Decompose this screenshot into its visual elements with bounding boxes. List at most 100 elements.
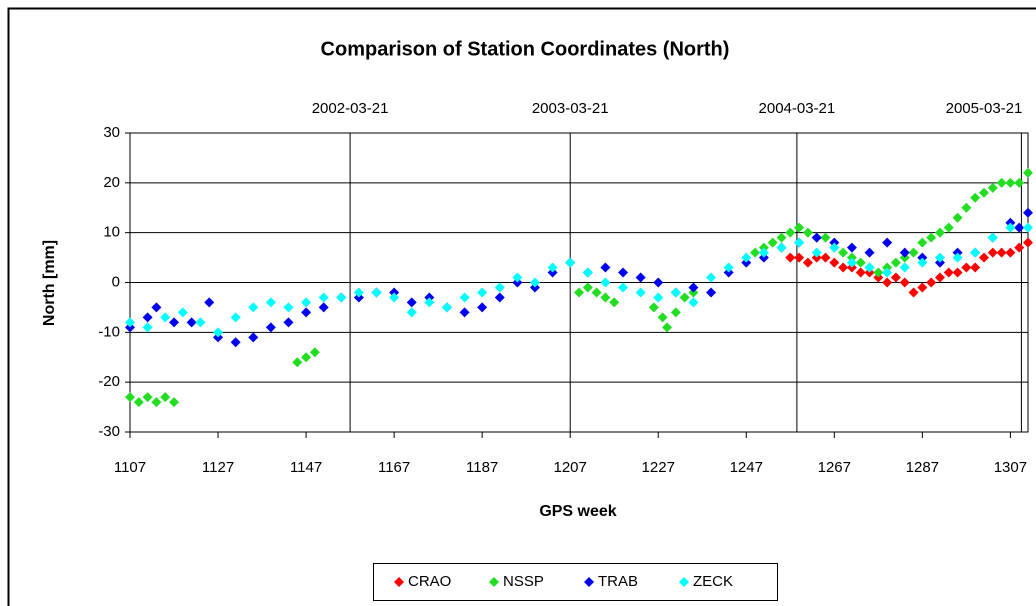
point	[565, 257, 576, 268]
point	[477, 302, 488, 313]
point	[952, 212, 963, 223]
point	[1014, 242, 1025, 253]
point	[618, 282, 629, 293]
point	[899, 247, 910, 258]
y-tick-label: -10	[98, 323, 120, 340]
y-tick-label: 30	[103, 124, 120, 141]
point	[926, 232, 937, 243]
point	[864, 247, 875, 258]
point	[794, 222, 805, 233]
y-tick-label: 20	[103, 174, 120, 191]
legend-label: CRAO	[408, 573, 451, 590]
y-tick-label: 0	[112, 273, 120, 290]
point	[970, 192, 981, 203]
point	[653, 292, 664, 303]
point	[855, 267, 866, 278]
point	[283, 302, 294, 313]
point	[459, 307, 470, 318]
point	[151, 397, 162, 408]
point	[301, 297, 312, 308]
x-tick-label: 1147	[290, 459, 322, 476]
point	[987, 232, 998, 243]
point	[169, 397, 180, 408]
x2-tick-label: 2002-03-21	[312, 100, 389, 117]
point	[917, 237, 928, 248]
point	[838, 247, 849, 258]
point	[547, 262, 558, 273]
point	[873, 267, 884, 278]
point	[265, 297, 276, 308]
point	[318, 302, 329, 313]
point	[890, 272, 901, 283]
legend-label: ZECK	[693, 573, 733, 590]
point	[1005, 247, 1016, 258]
point	[283, 317, 294, 328]
point	[926, 277, 937, 288]
point	[741, 252, 752, 263]
chart-title: Comparison of Station Coordinates (North…	[321, 38, 730, 60]
point	[785, 252, 796, 263]
point	[864, 262, 875, 273]
point	[829, 257, 840, 268]
point	[970, 247, 981, 258]
point	[424, 297, 435, 308]
point	[820, 252, 831, 263]
point	[670, 287, 681, 298]
point	[529, 277, 540, 288]
point	[987, 182, 998, 193]
point	[574, 287, 584, 298]
point	[125, 317, 135, 328]
point	[582, 267, 593, 278]
point	[943, 267, 954, 278]
point	[723, 262, 734, 273]
legend-marker	[394, 577, 404, 587]
point	[758, 247, 769, 258]
point	[978, 252, 989, 263]
point	[160, 312, 171, 323]
x-tick-label: 1267	[818, 459, 851, 476]
point	[292, 357, 303, 368]
point	[882, 267, 893, 278]
point	[353, 287, 364, 298]
point	[301, 352, 312, 363]
point	[688, 282, 699, 293]
point	[160, 392, 171, 403]
point	[1023, 207, 1033, 218]
legend-marker	[584, 577, 594, 587]
point	[846, 242, 857, 253]
point	[802, 257, 813, 268]
point	[265, 322, 276, 333]
point	[169, 317, 180, 328]
plot-border	[129, 132, 1029, 433]
point	[908, 247, 919, 258]
point	[204, 297, 215, 308]
point	[441, 302, 452, 313]
point	[301, 307, 312, 318]
point	[706, 272, 717, 283]
point	[582, 282, 593, 293]
x-tick-label: 1247	[730, 459, 763, 476]
x-tick-label: 1107	[114, 459, 146, 476]
y-tick-label: -20	[98, 373, 120, 390]
point	[142, 392, 153, 403]
point	[952, 252, 963, 263]
point	[336, 292, 347, 303]
point	[635, 272, 646, 283]
x-tick-label: 1187	[466, 459, 498, 476]
point	[961, 262, 972, 273]
point	[908, 287, 919, 298]
point	[1005, 222, 1016, 233]
point	[952, 267, 963, 278]
point	[802, 227, 813, 238]
point	[230, 312, 241, 323]
point	[600, 277, 611, 288]
point	[776, 232, 787, 243]
point	[248, 302, 259, 313]
point	[934, 272, 945, 283]
point	[635, 287, 646, 298]
point	[785, 227, 796, 238]
point	[1023, 237, 1033, 248]
x2-tick-label: 2003-03-21	[532, 100, 609, 117]
point	[917, 282, 928, 293]
